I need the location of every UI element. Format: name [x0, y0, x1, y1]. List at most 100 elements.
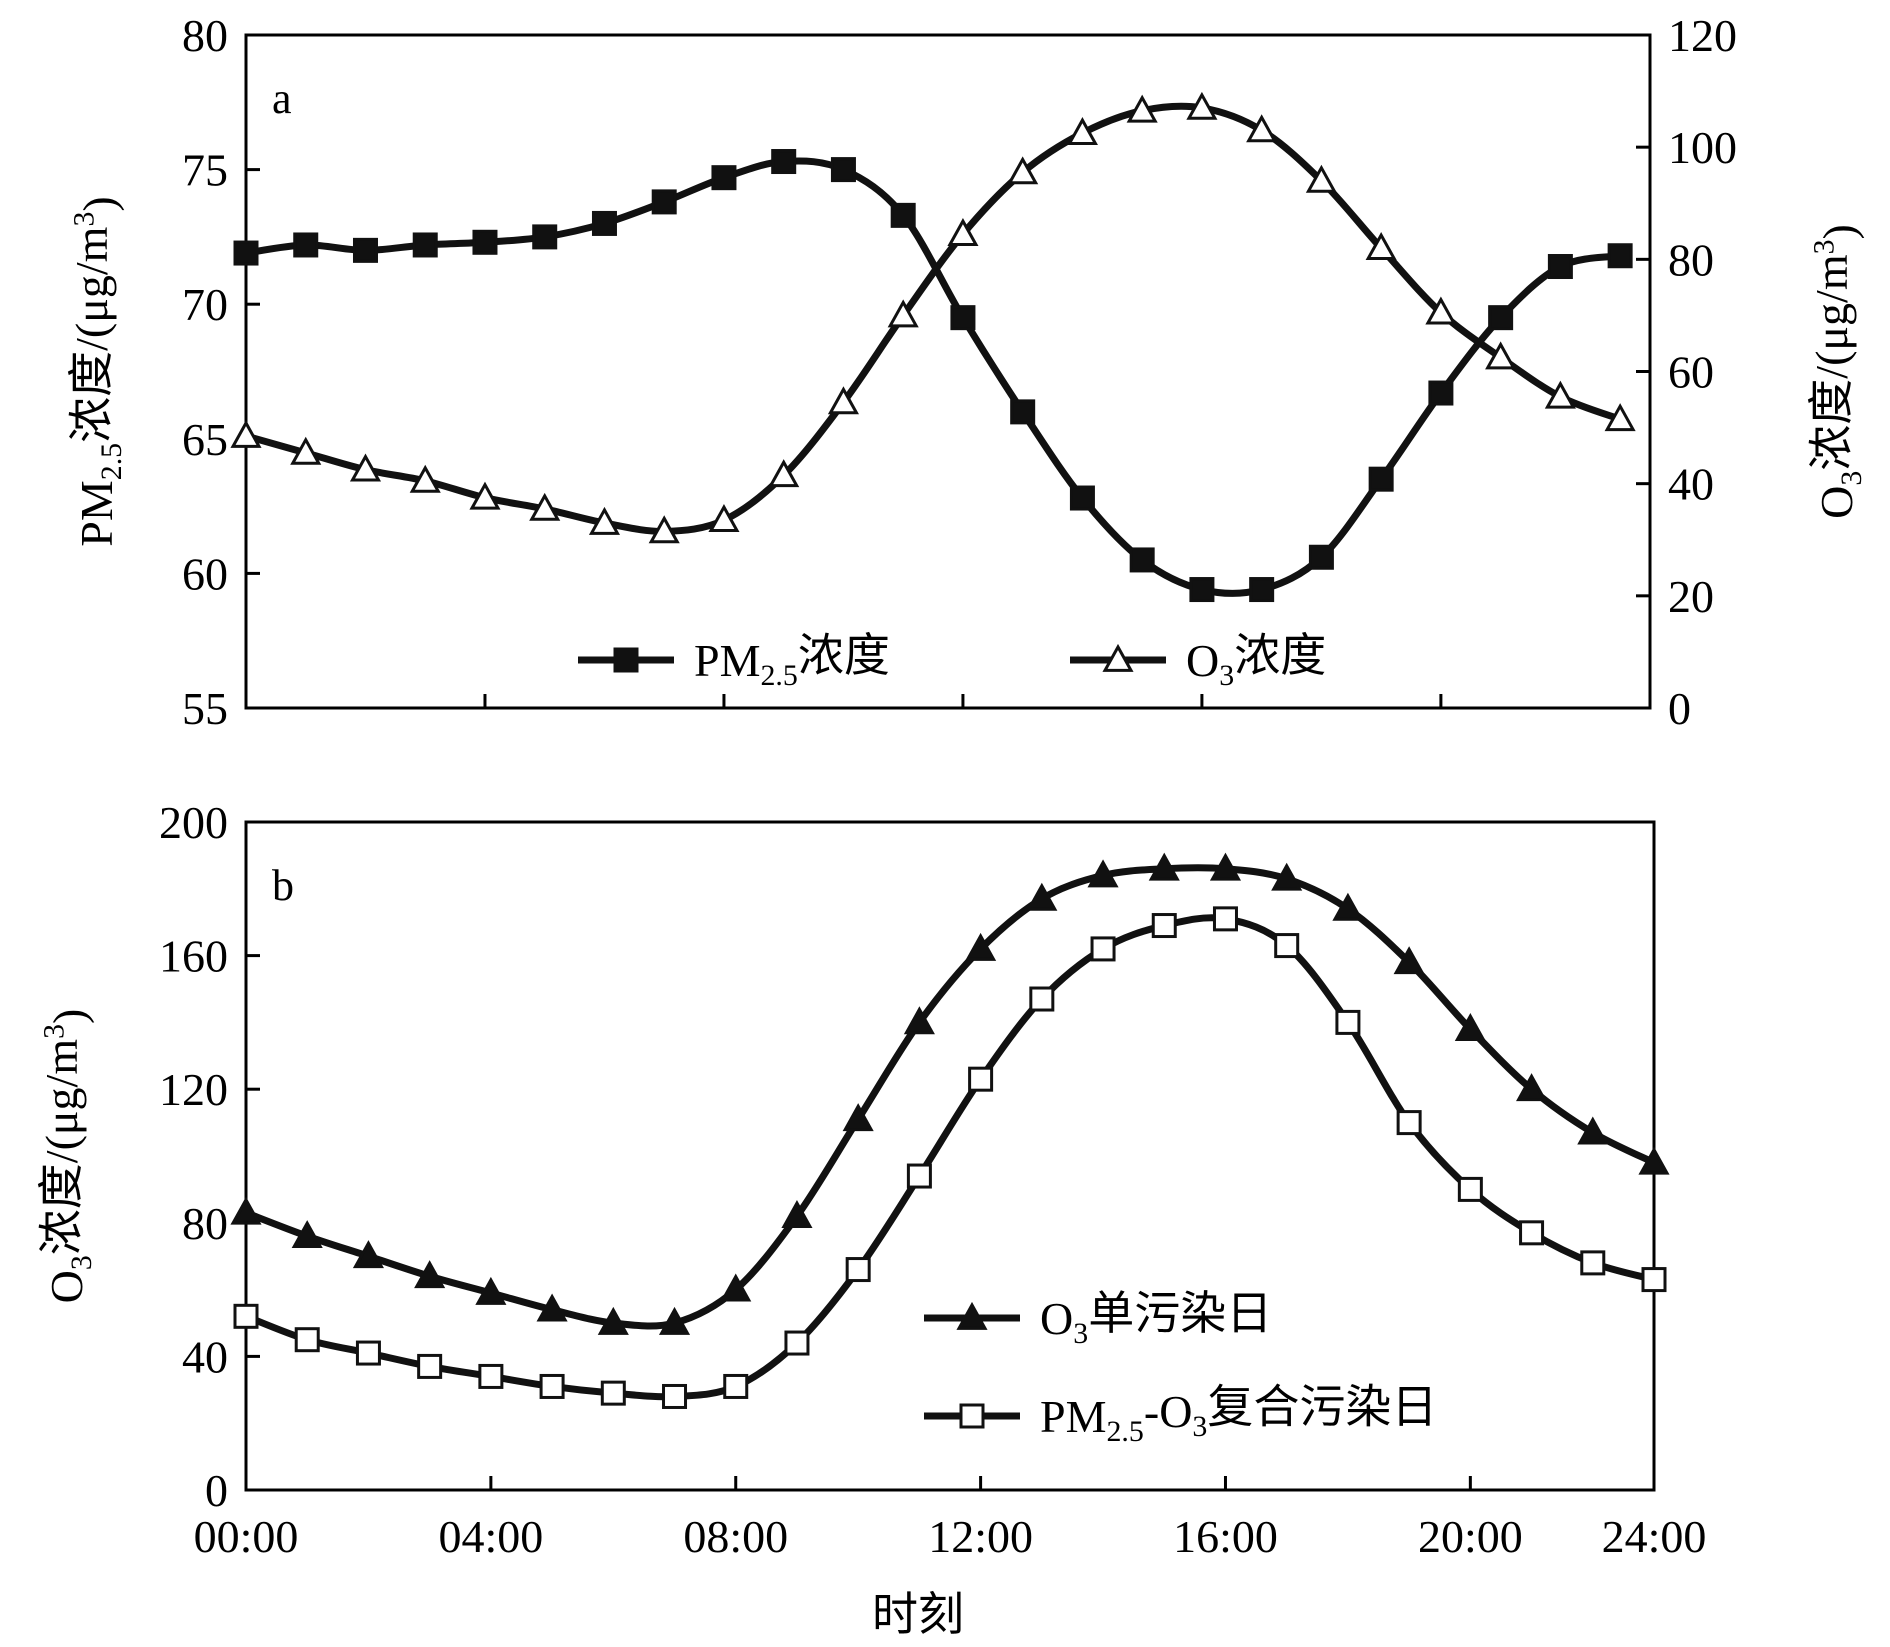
data-point	[291, 1220, 323, 1249]
data-point	[662, 1383, 688, 1409]
data-point	[768, 459, 800, 488]
data-point	[1271, 862, 1303, 891]
data-point	[723, 1373, 749, 1399]
data-point	[352, 237, 378, 263]
y-tick-label-left: 60	[182, 548, 228, 599]
y-tick-label-right: 60	[1668, 347, 1714, 398]
y-tick-label: 80	[182, 1198, 228, 1249]
data-point	[1396, 1110, 1422, 1136]
legend-label: O3​浓度	[1186, 630, 1326, 692]
data-point	[532, 224, 558, 250]
data-point	[1186, 91, 1218, 120]
data-point	[1580, 1250, 1606, 1276]
data-point	[968, 1066, 994, 1092]
data-point	[965, 932, 997, 961]
data-point	[1544, 380, 1576, 409]
data-point	[1126, 94, 1158, 123]
data-point	[1519, 1220, 1545, 1246]
data-point	[1007, 156, 1039, 185]
data-point	[355, 1340, 381, 1366]
data-point	[588, 506, 621, 535]
data-point	[1026, 882, 1058, 911]
data-point	[771, 149, 797, 175]
legend-marker	[1102, 643, 1134, 672]
x-tick-label: 12:00	[928, 1511, 1033, 1562]
data-point	[1457, 1176, 1483, 1202]
data-point	[1641, 1267, 1667, 1293]
legend-marker	[956, 1301, 988, 1330]
y-tick-label: 40	[182, 1331, 228, 1382]
data-point	[1274, 933, 1300, 959]
y-tick-label-right: 80	[1668, 234, 1714, 285]
panel-a: 55 60 65 70 75 80 0 20 40 60 80 100 120 PM2.5​浓度/(μg/…	[66, 10, 1868, 734]
y-tick-label-right: 100	[1668, 122, 1737, 173]
legend-label: PM2.5​-O3​复合污染日	[1040, 1381, 1437, 1448]
data-point	[478, 1363, 504, 1389]
data-point	[414, 1260, 446, 1289]
data-point	[887, 299, 919, 328]
data-point	[1454, 1012, 1486, 1041]
data-point	[469, 481, 501, 510]
data-point	[827, 386, 859, 415]
data-point	[1129, 547, 1155, 573]
data-point	[1010, 399, 1036, 425]
x-tick-label: 16:00	[1173, 1511, 1278, 1562]
y-tick-label: 0	[205, 1465, 228, 1516]
series-line-1	[245, 157, 1621, 597]
legend-label: O3​单污染日	[1040, 1288, 1272, 1350]
data-point	[1428, 380, 1454, 406]
y-tick-label-right: 0	[1668, 683, 1691, 734]
data-point	[648, 515, 680, 544]
legend-label: PM2.5​浓度	[694, 630, 890, 692]
legend-marker	[613, 647, 639, 673]
x-tick-label: 24:00	[1602, 1511, 1707, 1562]
data-point	[1249, 577, 1275, 603]
data-point	[1335, 1009, 1361, 1035]
y-tick-label: 200	[159, 797, 228, 848]
data-point	[1638, 1146, 1670, 1175]
data-point	[1607, 243, 1633, 269]
plot-frame	[244, 33, 1652, 710]
data-point	[1090, 936, 1116, 962]
series-line-1	[244, 864, 1656, 1330]
data-point	[475, 1276, 507, 1305]
data-point	[1069, 485, 1095, 511]
panel-label-b: b	[272, 861, 294, 910]
plot-frame	[244, 820, 1656, 1492]
data-point	[1151, 913, 1177, 939]
data-point	[947, 218, 979, 246]
data-point	[536, 1293, 568, 1322]
y-axis-title-left: PM2.5​浓度/(μg/m3​)	[66, 196, 128, 546]
x-tick-label: 08:00	[683, 1511, 788, 1562]
x-tick-label: 00:00	[194, 1511, 299, 1562]
data-point	[781, 1200, 813, 1229]
data-point	[890, 202, 916, 228]
y-tick-label-right: 120	[1668, 10, 1737, 61]
data-point	[1332, 892, 1364, 921]
series-line-2	[245, 102, 1622, 535]
data-point	[233, 1303, 259, 1329]
data-point	[1212, 906, 1238, 932]
data-point	[230, 1196, 262, 1225]
data-point	[720, 1273, 752, 1302]
data-point	[591, 210, 617, 236]
y-tick-label-left: 70	[182, 279, 228, 330]
y-tick-label-right: 40	[1668, 459, 1714, 510]
data-point	[1577, 1116, 1609, 1145]
data-point	[842, 1103, 874, 1132]
data-point	[1189, 577, 1215, 603]
data-point	[903, 1006, 935, 1035]
data-point	[349, 453, 382, 482]
y-axis-title: O3​浓度/(μg/m3​)	[36, 1009, 98, 1304]
data-point	[1365, 232, 1397, 261]
data-point	[950, 305, 976, 331]
data-point	[845, 1257, 871, 1283]
data-point	[1209, 852, 1242, 881]
data-point	[1516, 1073, 1548, 1102]
y-tick-label-right: 20	[1668, 571, 1714, 622]
data-point	[658, 1306, 691, 1335]
x-tick-label: 20:00	[1418, 1511, 1523, 1562]
data-point	[1148, 852, 1180, 881]
